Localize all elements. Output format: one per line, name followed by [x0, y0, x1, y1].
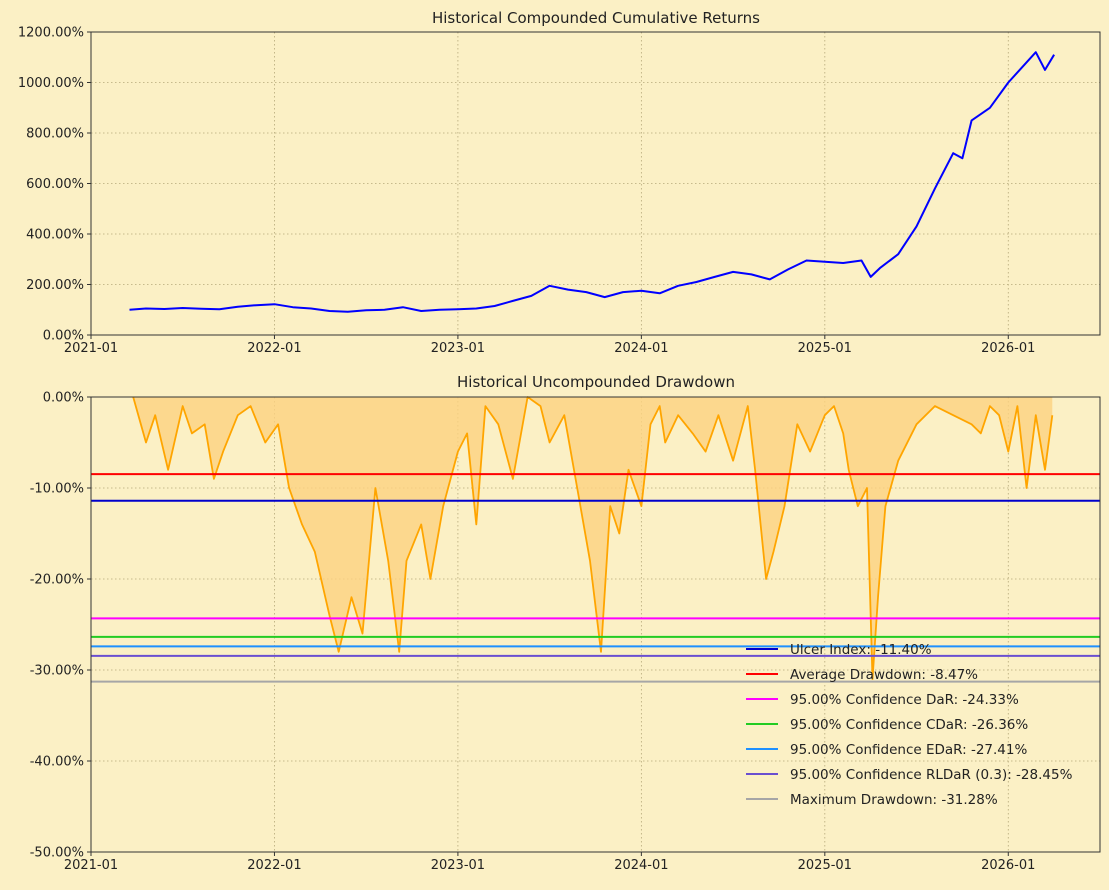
- returns-x-tick-label: 2022-01: [247, 341, 301, 356]
- drawdown-series: [132, 396, 1054, 680]
- drawdown-x-tick-label: 2025-01: [798, 858, 852, 873]
- legend-label: 95.00% Confidence EDaR: -27.41%: [790, 742, 1027, 758]
- returns-x-tick-label: 2025-01: [798, 341, 852, 356]
- drawdown-area: [133, 397, 1053, 680]
- returns-y-tick-label: 400.00%: [26, 228, 84, 243]
- drawdown-line: [132, 396, 1054, 680]
- returns-panel: Historical Compounded Cumulative Returns…: [18, 9, 1101, 356]
- returns-x-axis: 2021-01 2022-01 2023-01 2024-01 2025-01 2026-…: [64, 335, 1035, 356]
- drawdown-y-tick-label: -40.00%: [30, 755, 84, 770]
- returns-y-tick-label: 200.00%: [26, 278, 84, 293]
- returns-x-tick-label: 2021-01: [64, 341, 118, 356]
- drawdown-x-tick-label: 2026-01: [981, 858, 1035, 873]
- drawdown-panel: Historical Uncompounded Drawdown 0.00% -1…: [30, 373, 1101, 873]
- returns-y-tick-label: 1200.00%: [18, 26, 84, 41]
- legend-label: Ulcer Index: -11.40%: [790, 642, 932, 658]
- returns-y-tick-label: 600.00%: [26, 177, 84, 192]
- legend-label: Average Drawdown: -8.47%: [790, 667, 978, 683]
- drawdown-x-axis: 2021-01 2022-01 2023-01 2024-01 2025-01 2026-…: [64, 852, 1035, 873]
- returns-chart-title: Historical Compounded Cumulative Returns: [432, 9, 760, 27]
- returns-y-tick-label: 800.00%: [26, 127, 84, 142]
- returns-x-tick-label: 2024-01: [614, 341, 668, 356]
- drawdown-reference-lines: [91, 473, 1100, 683]
- legend-label: Maximum Drawdown: -31.28%: [790, 792, 998, 808]
- returns-x-tick-label: 2026-01: [981, 341, 1035, 356]
- legend-label: 95.00% Confidence CDaR: -26.36%: [790, 717, 1028, 733]
- returns-series: [129, 51, 1055, 313]
- drawdown-y-tick-label: -50.00%: [30, 846, 84, 861]
- returns-grid: [90, 31, 1100, 336]
- returns-y-tick-label: 1000.00%: [18, 76, 84, 91]
- drawdown-y-tick-label: -20.00%: [30, 573, 84, 588]
- drawdown-legend: Ulcer Index: -11.40% Average Drawdown: -8…: [746, 642, 1073, 808]
- returns-line: [129, 51, 1055, 313]
- returns-y-axis: 0.00% 200.00% 400.00% 600.00% 800.00% 1000.00…: [18, 26, 91, 344]
- drawdown-chart-title: Historical Uncompounded Drawdown: [457, 373, 735, 391]
- legend-label: 95.00% Confidence RLDaR (0.3): -28.45%: [790, 767, 1073, 783]
- drawdown-x-tick-label: 2022-01: [247, 858, 301, 873]
- drawdown-x-tick-label: 2024-01: [614, 858, 668, 873]
- drawdown-y-tick-label: -30.00%: [30, 664, 84, 679]
- returns-y-tick-label: 0.00%: [43, 329, 84, 344]
- drawdown-y-axis: 0.00% -10.00% -20.00% -30.00% -40.00% -50.00%: [30, 391, 91, 861]
- drawdown-plot-frame: [90, 396, 1101, 853]
- drawdown-x-tick-label: 2023-01: [431, 858, 485, 873]
- legend-label: 95.00% Confidence DaR: -24.33%: [790, 692, 1019, 708]
- drawdown-y-tick-label: 0.00%: [43, 391, 84, 406]
- returns-x-tick-label: 2023-01: [431, 341, 485, 356]
- drawdown-x-tick-label: 2021-01: [64, 858, 118, 873]
- drawdown-y-tick-label: -10.00%: [30, 482, 84, 497]
